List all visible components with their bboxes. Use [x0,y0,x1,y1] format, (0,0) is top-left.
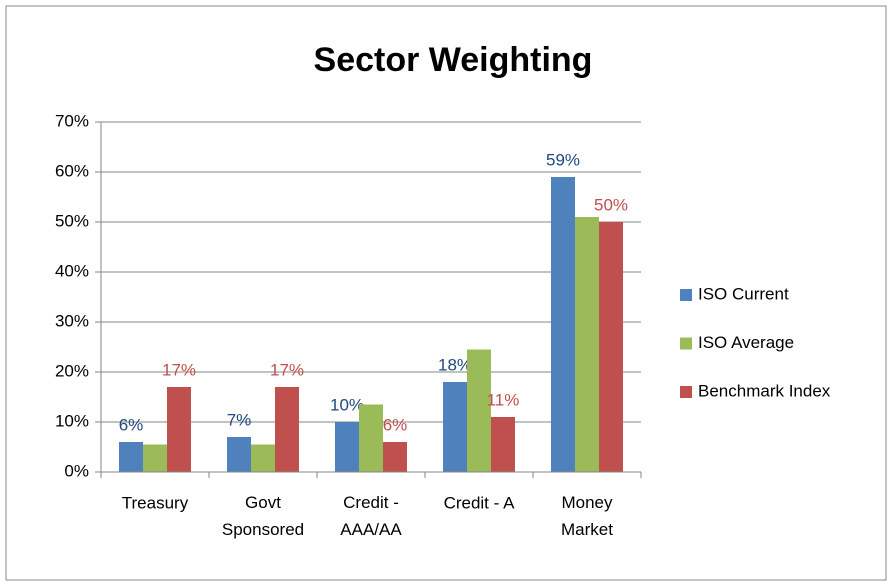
data-label: 17% [270,360,304,379]
legend-swatch [680,337,692,350]
data-label: 10% [330,395,364,414]
y-tick-label: 20% [55,361,89,380]
y-tick-label: 60% [55,161,89,180]
data-label: 11% [487,390,520,409]
y-tick-label: 30% [55,311,89,330]
legend-swatch [680,386,692,398]
y-tick-label: 50% [55,211,89,230]
y-tick-label: 0% [64,461,89,480]
bar [335,422,359,472]
bar [575,217,599,472]
bar [227,437,251,472]
legend-swatch [680,289,692,301]
data-label: 6% [119,415,144,434]
data-label: 50% [594,195,628,214]
x-tick-label: Credit -AAA/AA [340,493,402,539]
x-tick-label: Treasury [122,493,189,512]
y-tick-label: 70% [55,111,89,130]
bar [467,349,491,472]
bar [119,442,143,472]
data-label: 7% [227,410,252,429]
x-tick-label: Credit - A [444,493,516,512]
y-tick-label: 10% [55,411,89,430]
bar [359,404,383,472]
bar [167,387,191,472]
bar [275,387,299,472]
data-label: 6% [383,415,408,434]
x-tick-label: Govt Sponsored [222,493,304,539]
legend-label: ISO Average [698,333,794,352]
legend-label: Benchmark Index [698,381,831,400]
data-label: 18% [438,355,472,374]
bar [251,444,275,472]
chart-border [5,5,887,581]
chart-title: Sector Weighting [314,41,593,79]
x-tick-label: Money Market [561,493,613,539]
y-tick-label: 40% [55,261,89,280]
bar [143,444,167,472]
bar [383,442,407,472]
bar [599,222,623,472]
bar [443,382,467,472]
bar [551,177,575,472]
legend-label: ISO Current [698,284,789,303]
bar [491,417,515,472]
data-label: 59% [546,150,580,169]
data-label: 17% [162,360,196,379]
